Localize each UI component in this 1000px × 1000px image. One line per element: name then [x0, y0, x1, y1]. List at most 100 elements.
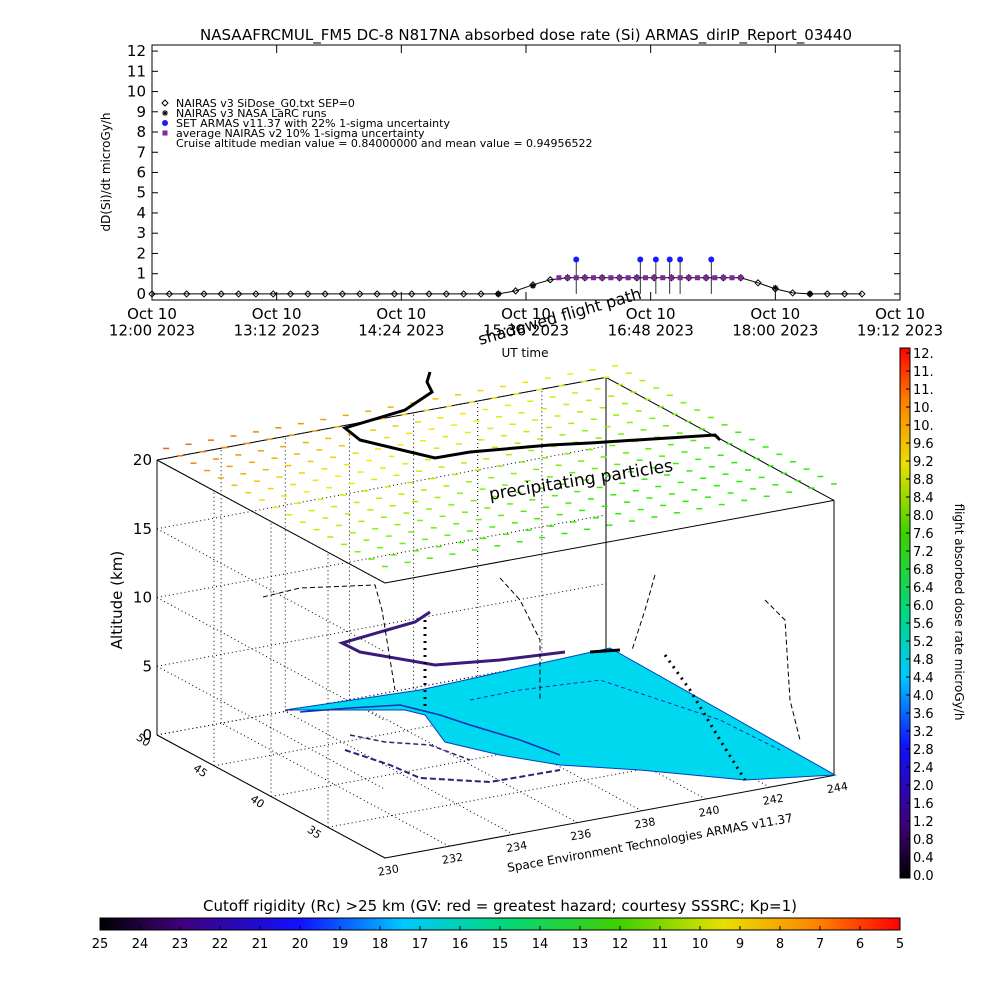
data-point: [165, 290, 174, 298]
colorbar-tick-label: 13: [572, 937, 589, 952]
data-point: [556, 275, 562, 281]
data-point: [703, 275, 709, 281]
x-tick-label: Oct 10 12:00 2023: [109, 305, 195, 340]
colorbar-tick-label: 7.6: [913, 527, 934, 542]
data-point: [425, 290, 433, 298]
x-tick-label: 230: [377, 862, 400, 878]
contour: [469, 679, 781, 751]
x-axis-label: UT time: [501, 346, 548, 360]
data-point: [858, 290, 866, 298]
data-point: [788, 289, 797, 297]
box-edge: [156, 459, 386, 584]
colorbar-tick-label: 19: [332, 937, 349, 952]
colorbar-tick-label: 6.8: [913, 563, 934, 578]
colorbar-tick-label: 1.6: [913, 797, 934, 812]
colorbar-tick-label: 11.: [913, 365, 934, 380]
colorbar-tick-label: 12.: [913, 347, 934, 362]
colorbar-tick-label: 0.4: [913, 851, 934, 866]
legend-symbol: [162, 120, 168, 126]
data-point: [373, 290, 381, 298]
colorbar-tick-label: 6.4: [913, 581, 934, 596]
colorbar-tick-label: 18: [372, 937, 389, 952]
data-point: [651, 275, 657, 281]
altitude-drop: [663, 654, 747, 781]
data-point: [738, 275, 744, 281]
colorbar-tick-label: 1.2: [913, 815, 934, 830]
data-point: [477, 290, 485, 298]
data-point: [729, 275, 735, 281]
shadow-path: [499, 577, 541, 700]
colorbar-tick-label: 16: [452, 937, 469, 952]
colorbar-tick-label: 12: [612, 937, 629, 952]
x-tick-label: 240: [698, 803, 721, 819]
data-point: [686, 275, 692, 281]
shadow-path: [631, 574, 656, 651]
data-point: [666, 256, 673, 263]
colorbar-tick-label: 15: [492, 937, 509, 952]
box-edge: [384, 774, 835, 859]
data-point: [806, 290, 813, 297]
y-tick-label: 10: [127, 83, 146, 101]
colorbar-tick-label: 11: [652, 937, 669, 952]
legend-label: NAIRAS v3 NASA LaRC runs: [176, 107, 327, 120]
data-point: [694, 275, 700, 281]
data-point: [712, 275, 718, 281]
data-point: [234, 290, 243, 298]
y-tick-label: 2: [136, 244, 146, 262]
rigidity-surface: [284, 647, 837, 781]
data-point: [806, 290, 814, 298]
colorbar-tick-label: 10.: [913, 419, 934, 434]
data-point: [754, 279, 762, 287]
grid-line: [156, 445, 607, 530]
y-tick-label: 6: [136, 164, 146, 182]
flight-path-mid: [589, 648, 621, 654]
data-point: [823, 290, 831, 298]
z-tick-label: 20: [133, 451, 152, 469]
x-tick-label: 234: [505, 839, 528, 855]
z-tick-label: 0: [142, 726, 152, 744]
colorbar-tick-label: 0.0: [913, 869, 934, 884]
colorbar-tick-label: 24: [132, 937, 149, 952]
x-tick-label: 236: [569, 827, 592, 843]
colorbar-tick-label: 2.0: [913, 779, 934, 794]
colorbar-tick-label: 8.4: [913, 491, 934, 506]
colorbar-tick-label: 8.0: [913, 509, 934, 524]
coastline: [299, 704, 561, 756]
y-tick-label: 5: [136, 184, 146, 202]
chart-title: NASAAFRCMUL_FM5 DC-8 N817NA absorbed dos…: [200, 26, 852, 45]
note: Cruise altitude median value = 0.8400000…: [176, 137, 593, 150]
x-tick-label: 244: [826, 780, 849, 796]
x-tick-label: Oct 10 18:00 2023: [732, 305, 818, 340]
data-point: [148, 290, 156, 298]
colorbar-tick-label: 9: [736, 937, 744, 952]
data-point: [591, 275, 597, 281]
x-tick-label: 238: [633, 815, 656, 831]
grid: [156, 376, 835, 859]
data-point: [338, 290, 347, 298]
data-point: [269, 290, 277, 298]
scene-decoration: [262, 371, 837, 784]
y-tick-label: 3: [136, 224, 146, 242]
data-point: [642, 275, 648, 281]
colorbar-tick-label: 9.2: [913, 455, 934, 470]
colorbar-tick-label: 8: [776, 937, 784, 952]
data-point: [511, 287, 520, 295]
data-point: [668, 275, 674, 281]
colorbar-tick-label: 3.6: [913, 707, 934, 722]
z-axis-label: Altitude (km): [108, 551, 126, 649]
y-axis-label: dD(Si)/dt microGy/h: [99, 112, 113, 231]
ground-track: [349, 734, 471, 761]
colorbar-tick-label: 4.0: [913, 689, 934, 704]
data-point: [617, 275, 622, 281]
x-tick-label: Oct 10 13:12 2023: [234, 305, 320, 340]
data-point: [495, 290, 502, 297]
data-point: [390, 290, 399, 298]
data-point: [677, 256, 684, 263]
colorbar-tick-label: 25: [92, 937, 109, 952]
data-point: [840, 290, 849, 298]
data-point: [217, 290, 225, 298]
data-point: [677, 275, 683, 281]
legend-symbol: [162, 130, 168, 136]
colorbar-tick-label: 3.2: [913, 725, 934, 740]
data-point: [565, 275, 571, 281]
